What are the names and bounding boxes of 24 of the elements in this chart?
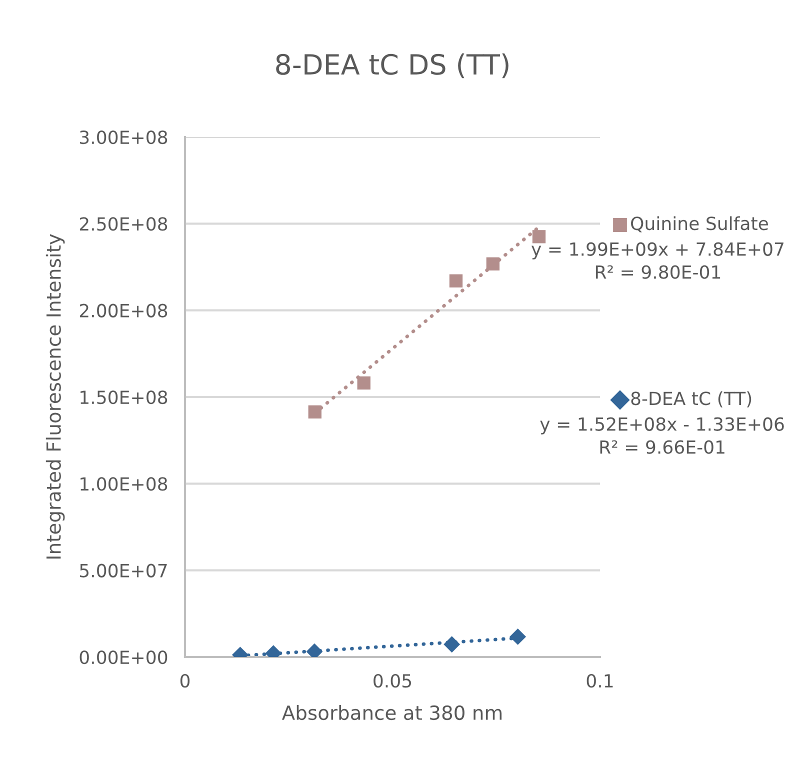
point [444, 636, 460, 653]
y-tick-label: 1.50E+08 [80, 390, 168, 404]
point [308, 405, 322, 418]
x-tick-label: 0.05 [374, 674, 412, 688]
y-tick-label: 0.00E+00 [80, 650, 168, 664]
y-tick-label: 2.00E+08 [80, 304, 168, 318]
point [486, 257, 500, 270]
x-tick-label: 0.1 [586, 674, 613, 688]
y-axis-title: Integrated Fluorescence Intensity [46, 234, 65, 559]
point [357, 376, 370, 390]
point [449, 274, 463, 288]
point [532, 230, 546, 244]
annotation: y = 1.99E+09x + 7.84E+07 R² = 9.80E-01 [532, 242, 784, 279]
legend-label: 8-DEA tC (TT) [631, 391, 752, 408]
x-tick-label: 0 [180, 674, 190, 688]
chart-title: 8-DEA tC DS (TT) [276, 53, 508, 78]
annotation: y = 1.52E+08x - 1.33E+06 R² = 9.66E-01 [540, 417, 784, 454]
y-tick-label: 1.00E+08 [80, 477, 168, 491]
y-tick-label: 5.00E+07 [80, 564, 167, 578]
legend-label: Quinine Sulfate [631, 216, 768, 232]
y-tick-label: 3.00E+08 [80, 130, 168, 144]
point [510, 628, 526, 645]
x-axis-title: Absorbance at 380 nm [282, 705, 502, 720]
y-tick-label: 2.50E+08 [80, 217, 168, 231]
